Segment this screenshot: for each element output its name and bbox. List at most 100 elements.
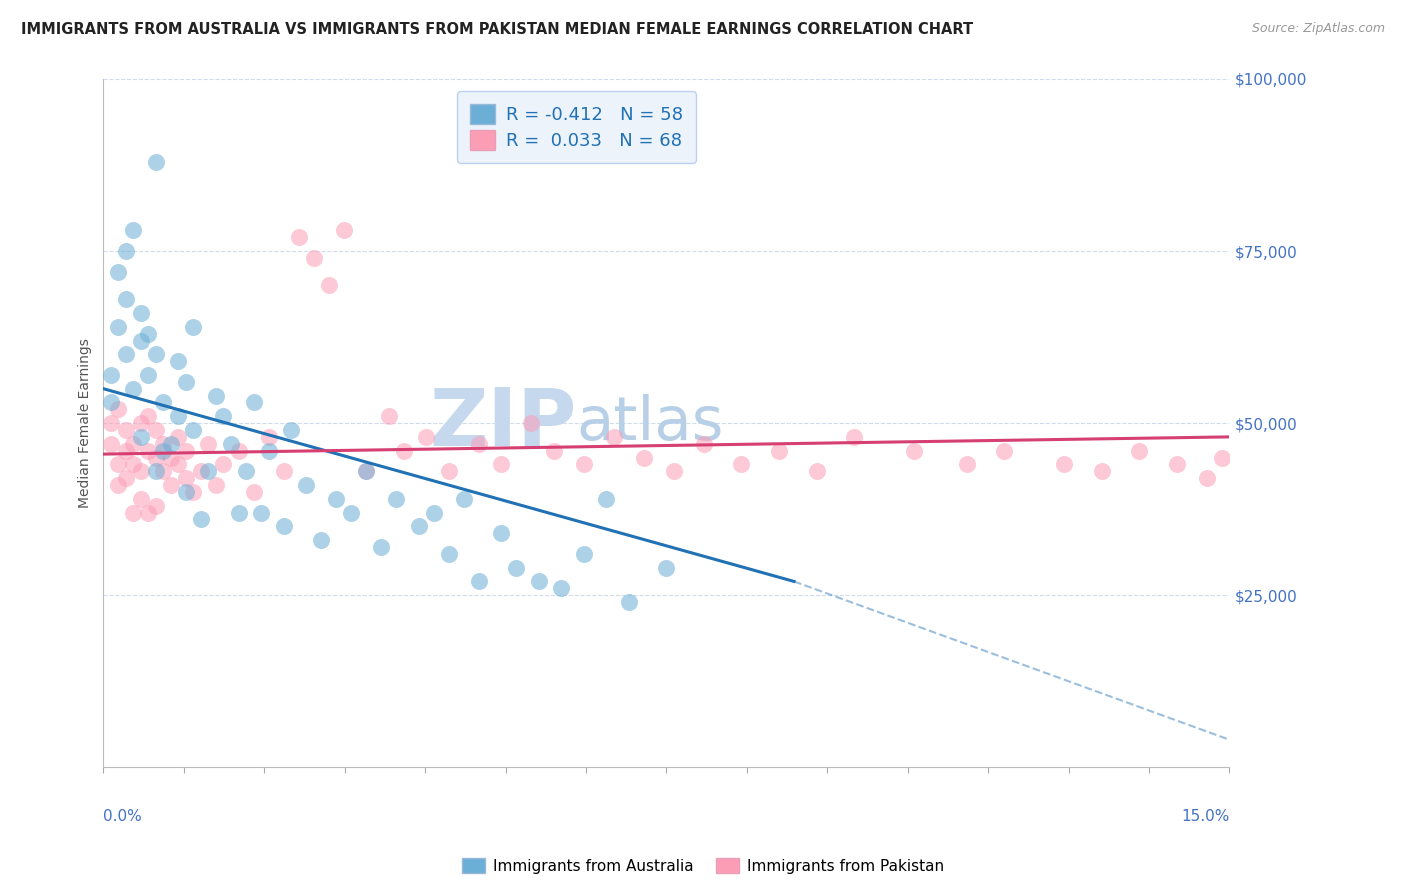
Immigrants from Pakistan (197, 437, 219, 451)
Immigrants from Pakistan (122, 437, 145, 451)
Immigrants from Pakistan (467, 437, 489, 451)
Immigrants from Australia (183, 423, 205, 437)
Immigrants from Pakistan (145, 499, 167, 513)
Immigrants from Pakistan (1195, 471, 1218, 485)
Immigrants from Australia (273, 519, 295, 533)
Immigrants from Australia (491, 526, 513, 541)
Immigrants from Pakistan (437, 464, 460, 478)
Immigrants from Australia (340, 506, 363, 520)
Y-axis label: Median Female Earnings: Median Female Earnings (79, 338, 93, 508)
Immigrants from Australia (122, 223, 145, 237)
Immigrants from Australia (550, 582, 572, 596)
Immigrants from Pakistan (145, 423, 167, 437)
Immigrants from Australia (190, 512, 212, 526)
Immigrants from Australia (107, 265, 129, 279)
Legend: Immigrants from Australia, Immigrants from Pakistan: Immigrants from Australia, Immigrants fr… (456, 852, 950, 880)
Immigrants from Pakistan (543, 443, 565, 458)
Immigrants from Pakistan (115, 423, 138, 437)
Immigrants from Pakistan (768, 443, 790, 458)
Immigrants from Australia (129, 306, 152, 320)
Text: 0.0%: 0.0% (104, 808, 142, 823)
Immigrants from Pakistan (1166, 458, 1188, 472)
Immigrants from Pakistan (1091, 464, 1114, 478)
Immigrants from Pakistan (730, 458, 752, 472)
Text: Source: ZipAtlas.com: Source: ZipAtlas.com (1251, 22, 1385, 36)
Text: IMMIGRANTS FROM AUSTRALIA VS IMMIGRANTS FROM PAKISTAN MEDIAN FEMALE EARNINGS COR: IMMIGRANTS FROM AUSTRALIA VS IMMIGRANTS … (21, 22, 973, 37)
Immigrants from Pakistan (242, 485, 264, 500)
Immigrants from Pakistan (138, 443, 160, 458)
Immigrants from Australia (408, 519, 430, 533)
Immigrants from Australia (453, 491, 475, 506)
Immigrants from Pakistan (354, 464, 377, 478)
Immigrants from Pakistan (107, 458, 129, 472)
Immigrants from Australia (527, 574, 550, 589)
Immigrants from Australia (145, 154, 167, 169)
Immigrants from Pakistan (129, 491, 152, 506)
Immigrants from Pakistan (190, 464, 212, 478)
Immigrants from Pakistan (100, 437, 122, 451)
Immigrants from Pakistan (415, 430, 437, 444)
Immigrants from Pakistan (160, 450, 183, 465)
Text: 15.0%: 15.0% (1181, 808, 1229, 823)
Immigrants from Pakistan (122, 506, 145, 520)
Immigrants from Australia (228, 506, 250, 520)
Immigrants from Australia (197, 464, 219, 478)
Immigrants from Australia (295, 478, 318, 492)
Immigrants from Australia (152, 395, 174, 409)
Immigrants from Pakistan (903, 443, 925, 458)
Immigrants from Pakistan (633, 450, 655, 465)
Immigrants from Australia (219, 437, 242, 451)
Immigrants from Australia (115, 347, 138, 361)
Immigrants from Pakistan (138, 506, 160, 520)
Text: atlas: atlas (576, 393, 724, 452)
Immigrants from Australia (129, 334, 152, 348)
Immigrants from Australia (167, 409, 190, 424)
Immigrants from Australia (309, 533, 332, 548)
Immigrants from Pakistan (1053, 458, 1076, 472)
Immigrants from Pakistan (145, 450, 167, 465)
Immigrants from Australia (167, 354, 190, 368)
Immigrants from Pakistan (377, 409, 399, 424)
Immigrants from Pakistan (1128, 443, 1150, 458)
Immigrants from Australia (115, 292, 138, 306)
Immigrants from Pakistan (174, 443, 197, 458)
Immigrants from Australia (115, 244, 138, 258)
Immigrants from Australia (107, 319, 129, 334)
Immigrants from Australia (655, 560, 678, 574)
Immigrants from Pakistan (167, 430, 190, 444)
Immigrants from Pakistan (273, 464, 295, 478)
Immigrants from Pakistan (152, 437, 174, 451)
Immigrants from Australia (257, 443, 280, 458)
Immigrants from Pakistan (302, 251, 325, 265)
Immigrants from Pakistan (842, 430, 865, 444)
Immigrants from Australia (235, 464, 257, 478)
Immigrants from Pakistan (115, 443, 138, 458)
Immigrants from Australia (152, 443, 174, 458)
Immigrants from Pakistan (572, 458, 595, 472)
Immigrants from Pakistan (205, 478, 228, 492)
Immigrants from Pakistan (603, 430, 626, 444)
Immigrants from Pakistan (167, 458, 190, 472)
Text: ZIP: ZIP (429, 384, 576, 462)
Immigrants from Australia (145, 464, 167, 478)
Immigrants from Pakistan (257, 430, 280, 444)
Immigrants from Pakistan (228, 443, 250, 458)
Immigrants from Australia (212, 409, 235, 424)
Immigrants from Pakistan (129, 416, 152, 430)
Immigrants from Australia (280, 423, 302, 437)
Immigrants from Australia (385, 491, 408, 506)
Immigrants from Australia (174, 485, 197, 500)
Immigrants from Australia (129, 430, 152, 444)
Immigrants from Pakistan (212, 458, 235, 472)
Immigrants from Pakistan (806, 464, 828, 478)
Immigrants from Pakistan (152, 464, 174, 478)
Immigrants from Pakistan (100, 416, 122, 430)
Immigrants from Australia (595, 491, 617, 506)
Immigrants from Pakistan (174, 471, 197, 485)
Immigrants from Australia (174, 375, 197, 389)
Immigrants from Australia (100, 395, 122, 409)
Immigrants from Pakistan (107, 402, 129, 417)
Immigrants from Pakistan (956, 458, 979, 472)
Immigrants from Australia (160, 437, 183, 451)
Immigrants from Pakistan (129, 464, 152, 478)
